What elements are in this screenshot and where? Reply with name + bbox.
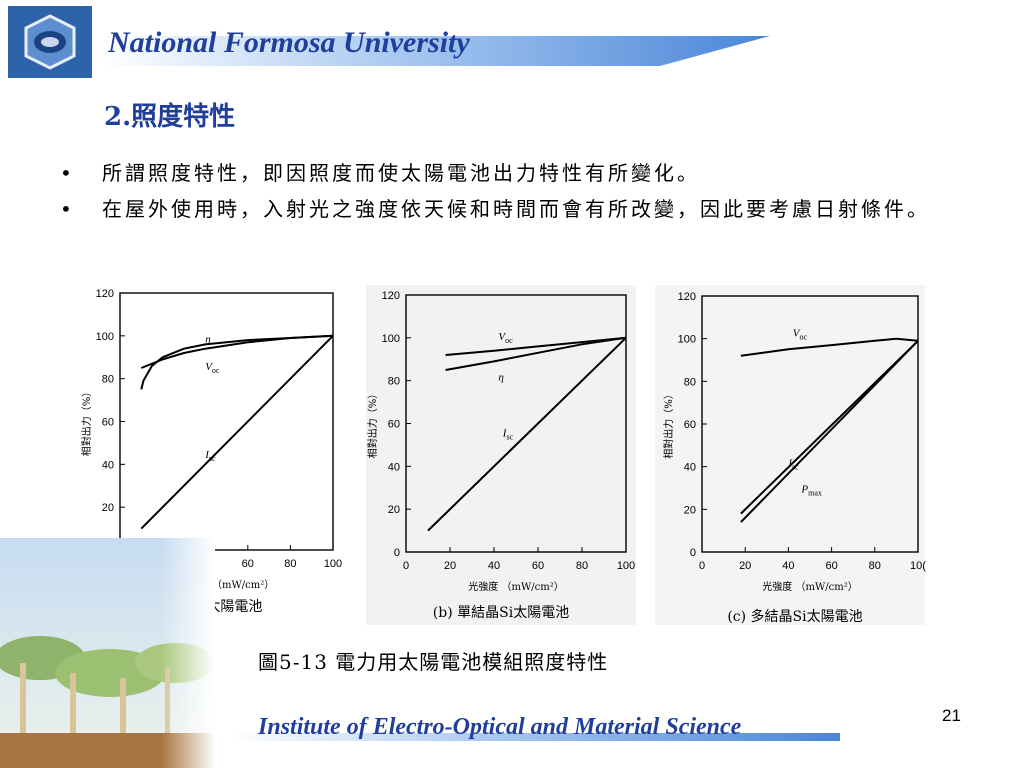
chart-poly-crystal-si: 0 20 40 60 80 100 120 0 20 40 60 80 10( 光強度 （mW/cm²） 相… [662, 291, 926, 625]
y-tick-label: 120 [678, 291, 696, 303]
y-tick-label: 20 [388, 504, 400, 516]
y-tick-label: 40 [388, 461, 400, 473]
plot-frame [119, 292, 334, 551]
x-tick-label: 0 [699, 560, 705, 572]
y-tick-label: 20 [102, 502, 114, 514]
x-tick-label: 100 [617, 560, 635, 572]
header-stripe [100, 36, 770, 66]
series-line [740, 337, 919, 357]
x-tick-label: 60 [825, 560, 837, 572]
chart-panel-c: 0 20 40 60 80 100 120 0 20 40 60 80 10( 光強度 （mW/cm²） 相… [655, 285, 926, 625]
series-line [740, 340, 919, 523]
y-tick-label: 0 [394, 547, 400, 559]
x-tick-label: 60 [242, 558, 254, 570]
plot-frame [701, 295, 919, 553]
y-axis-label: 相對出力（%） [366, 389, 379, 459]
y-tick-label: 120 [96, 288, 114, 300]
series-label: Pmax [800, 483, 822, 497]
series-label: Voc [498, 331, 513, 345]
series-label: Voc [793, 328, 808, 342]
bullet-dot: • [60, 161, 75, 185]
footer-stripe [230, 733, 840, 741]
bullet-text: 所謂照度特性，即因照度而使太陽電池出力特性有所變化。 [102, 161, 700, 185]
x-tick-label: 80 [576, 560, 588, 572]
plot-frame [405, 294, 627, 553]
x-axis-label: 光強度 （mW/cm²） [762, 580, 857, 593]
y-axis-label: 相對出力（%） [662, 389, 675, 459]
bullet-list: • 所謂照度特性，即因照度而使太陽電池出力特性有所變化。 • 在屋外使用時，入射… [60, 158, 940, 230]
x-axis-label: 光強度 （mW/cm²） [468, 580, 563, 593]
y-tick-label: 100 [382, 333, 400, 345]
y-tick-label: 100 [96, 331, 114, 343]
figure-caption: 圖5-13 電力用太陽電池模組照度特性 [258, 650, 609, 674]
institute-name: Institute of Electro-Optical and Materia… [258, 714, 742, 740]
series-label: Isc [204, 449, 216, 463]
x-tick-label: 80 [869, 560, 881, 572]
series-line [445, 336, 627, 356]
university-logo [8, 6, 92, 78]
y-tick-label: 20 [684, 504, 696, 516]
x-tick-label: 60 [532, 560, 544, 572]
x-tick-label: 100 [324, 558, 342, 570]
x-tick-label: 40 [782, 560, 794, 572]
x-tick-label: 20 [444, 560, 456, 572]
series-line [445, 336, 627, 371]
y-tick-label: 40 [102, 459, 114, 471]
panel-label: (b) 單結晶Si太陽電池 [433, 605, 569, 621]
y-tick-label: 80 [388, 376, 400, 388]
x-tick-label: 0 [403, 560, 409, 572]
bullet-dot: • [60, 197, 75, 221]
series-label: η [205, 333, 210, 345]
section-title: 2.照度特性 [104, 102, 236, 132]
y-tick-label: 0 [690, 547, 696, 559]
y-tick-label: 60 [102, 417, 114, 429]
x-tick-label: 10( [910, 560, 926, 572]
y-axis-label: 相對出力（%） [80, 387, 93, 457]
palm-tree-photo [0, 538, 215, 768]
chart-single-crystal-si: 0 20 40 60 80 100 120 0 20 40 60 80 100 光強度 （mW/cm²） 相… [366, 290, 635, 621]
series-label: Voc [205, 361, 220, 375]
bullet-item: • 所謂照度特性，即因照度而使太陽電池出力特性有所變化。 [60, 158, 940, 188]
x-tick-label: 40 [488, 560, 500, 572]
y-tick-label: 60 [684, 419, 696, 431]
y-tick-label: 120 [382, 290, 400, 302]
panel-label: (c) 多結晶Si太陽電池 [727, 608, 862, 625]
bullet-text: 在屋外使用時，入射光之強度依天候和時間而會有所改變，因此要考慮日射條件。 [102, 197, 930, 221]
series-line [140, 335, 334, 530]
x-tick-label: 80 [284, 558, 296, 570]
y-tick-label: 60 [388, 419, 400, 431]
series-line [427, 337, 627, 532]
y-tick-label: 40 [684, 462, 696, 474]
y-tick-label: 80 [684, 376, 696, 388]
x-tick-label: 20 [739, 560, 751, 572]
series-label: η [498, 372, 503, 384]
y-tick-label: 80 [102, 374, 114, 386]
chart-panel-b: 0 20 40 60 80 100 120 0 20 40 60 80 100 光強度 （mW/cm²） 相… [366, 285, 636, 625]
series-line [140, 334, 334, 369]
university-name: National Formosa University [108, 26, 470, 59]
y-tick-label: 100 [678, 334, 696, 346]
bullet-item: • 在屋外使用時，入射光之強度依天候和時間而會有所改變，因此要考慮日射條件。 [60, 194, 940, 224]
series-label: Isc [502, 427, 514, 441]
page-number: 21 [942, 706, 961, 725]
